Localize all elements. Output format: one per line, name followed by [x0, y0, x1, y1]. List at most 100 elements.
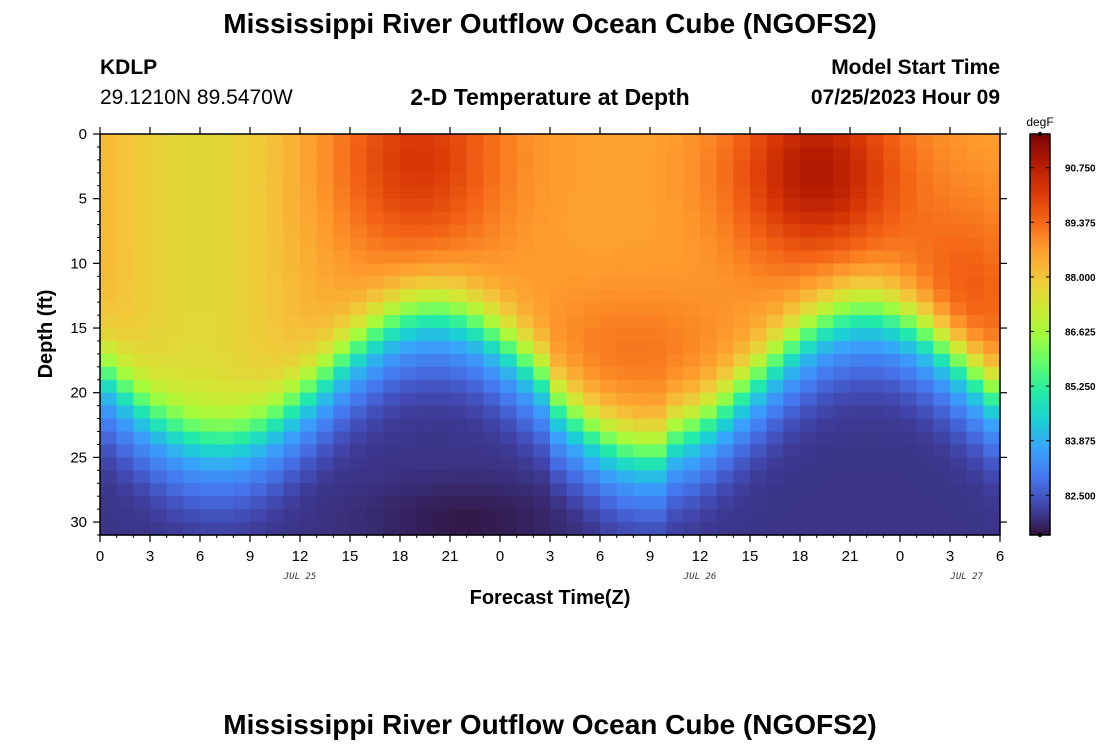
x-tick-label: 21: [442, 548, 459, 565]
heatmap-cell: [433, 509, 451, 523]
heatmap-cell: [833, 263, 851, 277]
heatmap-cell: [483, 159, 501, 174]
heatmap-cell: [900, 509, 918, 523]
heatmap-cell: [466, 496, 484, 510]
heatmap-cell: [350, 431, 368, 446]
heatmap-cell: [616, 366, 634, 381]
heatmap-cell: [566, 134, 584, 148]
heatmap-cell: [533, 392, 551, 407]
heatmap-cell: [750, 328, 768, 342]
heatmap-cell: [983, 483, 1001, 497]
heatmap-cell: [566, 237, 584, 252]
heatmap-cell: [866, 328, 884, 342]
heatmap-cell: [683, 134, 701, 148]
heatmap-cell: [650, 379, 668, 394]
heatmap-cell: [133, 159, 151, 174]
heatmap-cell: [683, 522, 701, 536]
heatmap-cell: [433, 444, 451, 458]
heatmap-cell: [483, 418, 501, 433]
heatmap-cell: [300, 224, 318, 239]
heatmap-cell: [233, 418, 251, 433]
heatmap-cell: [316, 522, 334, 536]
heatmap-cell: [283, 470, 301, 484]
heatmap-cell: [166, 496, 184, 510]
heatmap-cell: [216, 340, 234, 355]
heatmap-cell: [150, 522, 168, 536]
heatmap-cell: [516, 457, 534, 471]
heatmap-cell: [466, 444, 484, 458]
heatmap-cell: [816, 522, 834, 536]
heatmap-cell: [633, 172, 651, 187]
heatmap-cell: [650, 509, 668, 523]
heatmap-cell: [216, 134, 234, 148]
heatmap-cell: [766, 211, 784, 226]
heatmap-cell: [183, 379, 201, 394]
heatmap-cell: [466, 134, 484, 148]
heatmap-cell: [850, 470, 868, 484]
heatmap-cell: [100, 172, 118, 187]
heatmap-cell: [700, 302, 718, 316]
heatmap-cell: [316, 185, 334, 200]
heatmap-cell: [883, 263, 901, 277]
heatmap-cell: [683, 185, 701, 200]
heatmap-cell: [450, 470, 468, 484]
heatmap-cell: [766, 366, 784, 381]
heatmap-cell: [950, 509, 968, 523]
heatmap-cell: [533, 496, 551, 510]
heatmap-cell: [816, 496, 834, 510]
heatmap-cell: [116, 172, 134, 187]
heatmap-cell: [866, 340, 884, 355]
heatmap-cell: [383, 302, 401, 316]
heatmap-cell: [716, 276, 734, 290]
heatmap-cell: [733, 509, 751, 523]
heatmap-cell: [766, 315, 784, 329]
heatmap-cell: [916, 509, 934, 523]
heatmap-cell: [583, 315, 601, 329]
heatmap-cell: [966, 509, 984, 523]
heatmap-cell: [116, 237, 134, 252]
heatmap-cell: [383, 328, 401, 342]
heatmap-cell: [833, 315, 851, 329]
heatmap-cell: [983, 134, 1001, 148]
heatmap-cell: [133, 340, 151, 355]
heatmap-cell: [316, 146, 334, 161]
heatmap-cell: [966, 224, 984, 239]
heatmap-cell: [700, 276, 718, 290]
heatmap-cell: [350, 457, 368, 471]
heatmap-cell: [383, 146, 401, 161]
heatmap-cell: [616, 224, 634, 239]
heatmap-cell: [216, 405, 234, 420]
colorbar-tick-label: 88.000: [1065, 273, 1096, 284]
heatmap-cell: [750, 134, 768, 148]
heatmap-cell: [966, 457, 984, 471]
heatmap-cell: [283, 496, 301, 510]
heatmap-cell: [616, 340, 634, 355]
heatmap-cell: [366, 185, 384, 200]
heatmap-cell: [833, 198, 851, 213]
heatmap-cell: [550, 315, 568, 329]
heatmap-cell: [183, 250, 201, 264]
heatmap-cell: [133, 237, 151, 252]
heatmap-cell: [100, 405, 118, 420]
heatmap-cell: [516, 315, 534, 329]
heatmap-cell: [450, 134, 468, 148]
heatmap-cell: [616, 328, 634, 342]
heatmap-cell: [150, 328, 168, 342]
heatmap-cell: [366, 159, 384, 174]
heatmap-cell: [883, 444, 901, 458]
x-tick-label: 6: [596, 548, 604, 565]
heatmap-cell: [733, 328, 751, 342]
heatmap-cell: [300, 237, 318, 252]
heatmap-cell: [816, 172, 834, 187]
heatmap-cell: [550, 328, 568, 342]
heatmap-cell: [100, 315, 118, 329]
heatmap-cell: [566, 289, 584, 303]
heatmap-cell: [200, 289, 218, 303]
model-start-value: 07/25/2023 Hour 09: [810, 86, 1000, 109]
heatmap-cell: [833, 340, 851, 355]
heatmap-cell: [650, 366, 668, 381]
heatmap-cell: [400, 457, 418, 471]
heatmap-cell: [983, 509, 1001, 523]
heatmap-cell: [416, 444, 434, 458]
heatmap-cell: [766, 276, 784, 290]
